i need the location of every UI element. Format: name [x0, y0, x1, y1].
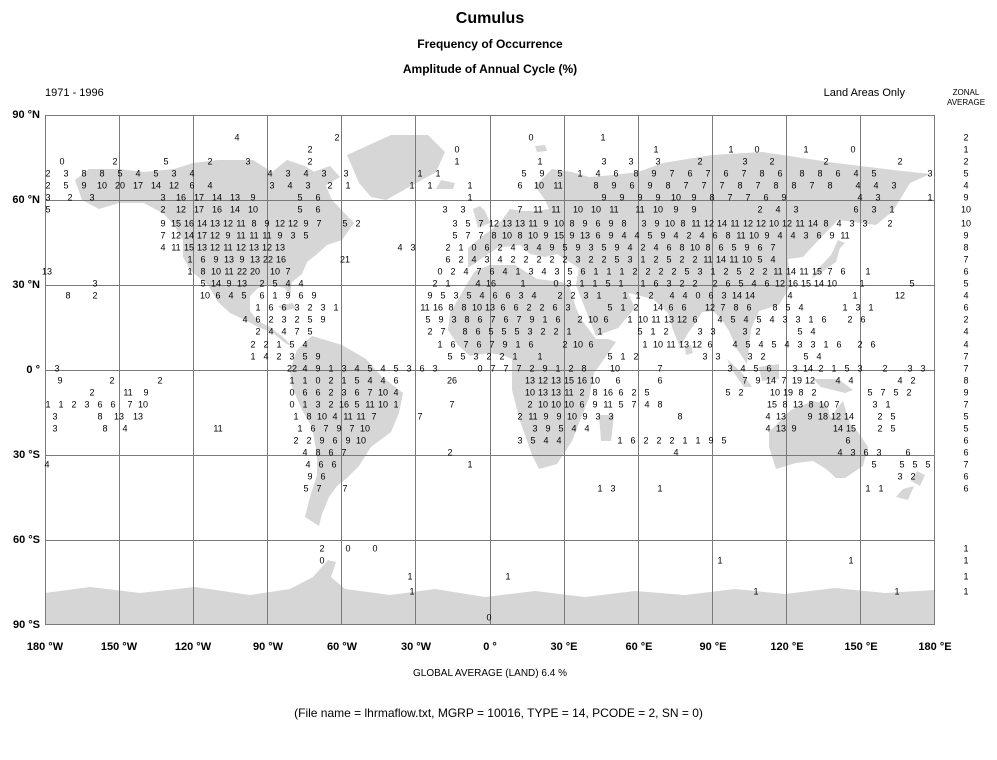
- zonal-average-value: 2: [963, 314, 969, 325]
- zonal-average-value: 1: [963, 586, 969, 597]
- lon-axis-label: 90 °W: [252, 641, 284, 653]
- lon-axis-label: 120 °E: [770, 641, 804, 653]
- lat-axis-label: 30 °N: [12, 279, 40, 291]
- zonal-average-value: 7: [963, 399, 969, 410]
- lon-axis-label: 30 °W: [400, 641, 432, 653]
- subtitle-frequency: Frequency of Occurrence: [417, 37, 563, 51]
- zonal-average-value: 7: [963, 363, 969, 374]
- zonal-average-value: 6: [963, 447, 969, 458]
- period-label: 1971 - 1996: [45, 87, 104, 99]
- land-south-america: [290, 336, 403, 526]
- land-new-guinea: [813, 379, 853, 393]
- zonal-average-value: 5: [963, 168, 969, 179]
- zonal-average-value: 5: [963, 423, 969, 434]
- zonal-average-value: 2: [963, 132, 969, 143]
- page-title: Cumulus: [455, 10, 525, 27]
- zonal-average-value: 6: [963, 266, 969, 277]
- file-info-label: (File name = lhrmaflow.txt, MGRP = 10016…: [294, 706, 703, 720]
- zonal-average-value: 4: [963, 180, 969, 191]
- zonal-average-value: 7: [963, 351, 969, 362]
- zonal-average-value: 1: [963, 555, 969, 566]
- zonal-average-value: 7: [963, 459, 969, 470]
- land-sri-lanka: [685, 345, 693, 355]
- lat-axis-label: 60 °S: [12, 534, 40, 546]
- lat-axis-label: 90 °N: [12, 109, 40, 121]
- lon-axis-label: 150 °W: [100, 641, 138, 653]
- land-japan: [811, 240, 845, 279]
- zonal-average-value: 5: [963, 278, 969, 289]
- zonal-average-value: 2: [963, 156, 969, 167]
- zonal-average-value: 6: [963, 435, 969, 446]
- lon-axis-label: 120 °W: [174, 641, 212, 653]
- land-iceland: [436, 180, 455, 189]
- lat-axis-label: 90 °S: [12, 619, 40, 631]
- zonal-average-value: 4: [963, 326, 969, 337]
- subtitle-amplitude: Amplitude of Annual Cycle (%): [402, 62, 578, 76]
- land-new-zealand-north: [911, 471, 925, 486]
- lat-axis-label: 0 °: [26, 364, 40, 376]
- zonal-average-value: 7: [963, 254, 969, 265]
- zonal-average-header: ZONAL AVERAGE: [936, 88, 996, 108]
- zonal-average-header-line2: AVERAGE: [946, 98, 986, 107]
- zonal-average-value: 4: [963, 290, 969, 301]
- graticule-grid: [45, 115, 935, 625]
- land-borneo: [759, 364, 779, 381]
- land-australia: [769, 401, 868, 478]
- lon-axis-label: 180 °W: [26, 641, 64, 653]
- land-sumatra: [727, 359, 752, 387]
- land-svalbard: [535, 145, 547, 152]
- land-greenland: [347, 135, 445, 200]
- lon-axis-label: 60 °E: [625, 641, 653, 653]
- land-cuba: [278, 303, 297, 311]
- lon-axis-label: 90 °E: [699, 641, 727, 653]
- zonal-average-value: 9: [963, 192, 969, 203]
- land-eurasia: [468, 152, 930, 364]
- zonal-average-value: 1: [963, 543, 969, 554]
- lat-axis-label: 60 °N: [12, 194, 40, 206]
- zonal-average-value: 10: [960, 204, 972, 215]
- zonal-average-value: 9: [963, 230, 969, 241]
- zonal-average-value: 1: [963, 144, 969, 155]
- zonal-average-value: 8: [963, 242, 969, 253]
- lon-axis-label: 30 °E: [550, 641, 578, 653]
- world-map: [45, 115, 935, 625]
- land-madagascar: [599, 415, 614, 441]
- zonal-average-value: 6: [963, 471, 969, 482]
- lon-axis-label: 180 °E: [918, 641, 952, 653]
- zonal-average-value: 9: [963, 387, 969, 398]
- lon-axis-label: 60 °W: [326, 641, 358, 653]
- world-map-panel: [45, 115, 935, 625]
- land-baffin: [313, 166, 340, 186]
- zonal-average-value: 8: [963, 375, 969, 386]
- global-average-label: GLOBAL AVERAGE (LAND) 6.4 %: [413, 668, 567, 679]
- zonal-average-value: 5: [963, 411, 969, 422]
- zonal-average-value: 10: [960, 218, 972, 229]
- zonal-average-value: 6: [963, 302, 969, 313]
- zonal-average-value: 4: [963, 339, 969, 350]
- coverage-label: Land Areas Only: [823, 87, 905, 99]
- zonal-average-header-line1: ZONAL: [952, 88, 980, 97]
- lon-axis-label: 0 °: [483, 641, 497, 653]
- land-new-zealand-south: [896, 486, 914, 500]
- zonal-average-value: 6: [963, 483, 969, 494]
- land-britain: [473, 206, 490, 228]
- land-north-america: [75, 160, 354, 347]
- zonal-average-value: 1: [963, 571, 969, 582]
- lat-axis-label: 30 °S: [12, 449, 40, 461]
- lon-axis-label: 150 °E: [844, 641, 878, 653]
